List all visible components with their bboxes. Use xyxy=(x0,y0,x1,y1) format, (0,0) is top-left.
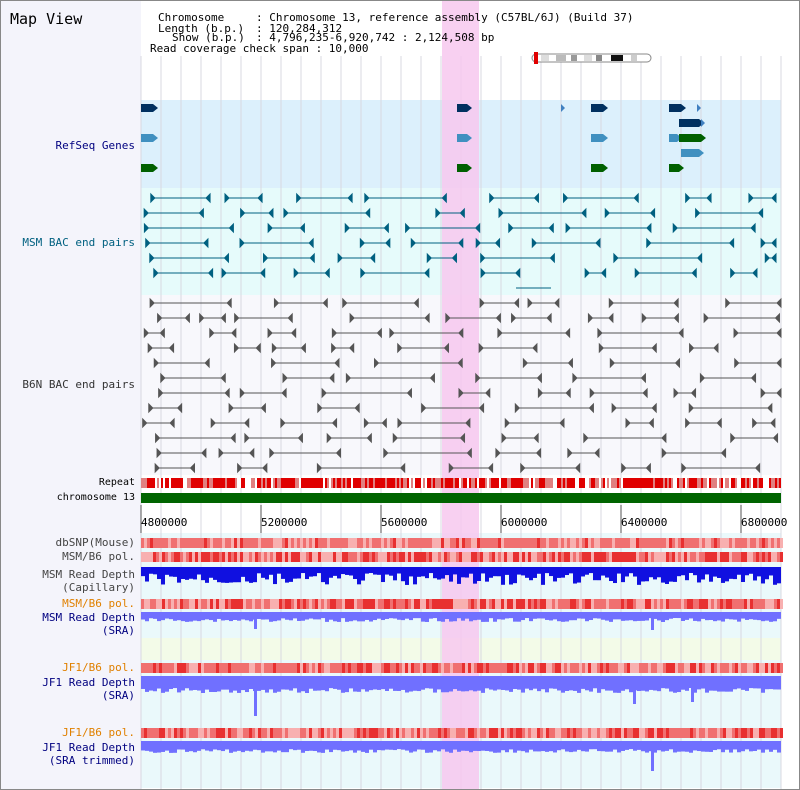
refseq-gene-tick xyxy=(561,104,565,112)
jf1-b6-pol-trimmed-heat-track xyxy=(141,728,783,738)
b6n-bac-end-pairs-label[interactable]: B6N BAC end pairs xyxy=(22,378,135,391)
refseq-gene xyxy=(141,134,158,142)
msm-read-depth-capillary-label[interactable]: MSM Read Depth xyxy=(42,568,135,581)
page-title: Map View xyxy=(10,10,83,28)
length-value: : 120,284,312 xyxy=(256,22,343,35)
refseq-gene xyxy=(457,164,472,172)
refseq-gene xyxy=(457,104,472,112)
jf1-read-depth-trimmed-sublabel: (SRA trimmed) xyxy=(48,754,135,767)
axis-tick-label: 4800000 xyxy=(141,516,187,529)
refseq-gene xyxy=(591,104,608,112)
show-key: Show (b.p.) xyxy=(172,31,245,44)
refseq-gene xyxy=(679,119,704,127)
dbsnp-heat-track xyxy=(141,538,783,548)
msm-bac-end-pairs-label[interactable]: MSM BAC end pairs xyxy=(22,236,135,249)
refseq-gene xyxy=(669,134,682,142)
axis-tick-label: 6800000 xyxy=(741,516,787,529)
jf1-b6-pol-heat-track xyxy=(141,663,783,673)
chromosome-value: : Chromosome 13, reference assembly (C57… xyxy=(256,11,634,24)
jf1-read-depth-trimmed-label[interactable]: JF1 Read Depth xyxy=(42,741,135,754)
jf1-read-depth-trimmed-track xyxy=(141,741,781,771)
b6n-bac-end-pair xyxy=(142,297,782,474)
refseq-gene xyxy=(679,134,706,142)
jf1-read-depth-sra-track xyxy=(141,676,781,716)
msm-b6-pol-sra-label[interactable]: MSM/B6 pol. xyxy=(62,597,135,610)
refseq-gene-tick xyxy=(701,119,705,127)
track-label-panel xyxy=(1,1,141,789)
refseq-gene xyxy=(141,104,158,112)
refseq-gene xyxy=(591,134,608,142)
chromosome-ideogram xyxy=(531,52,652,64)
jf1-b6-pol-label[interactable]: JF1/B6 pol. xyxy=(62,661,135,674)
msm-read-depth-capillary-track xyxy=(141,567,781,585)
axis-tick-label: 5200000 xyxy=(261,516,307,529)
chromosome-key: Chromosome xyxy=(158,11,225,24)
axis-tick-label: 6000000 xyxy=(501,516,547,529)
jf1-b6-pol-trimmed-label[interactable]: JF1/B6 pol. xyxy=(62,726,135,739)
coverage-span-line: Read coverage check span : 10,000 xyxy=(150,42,369,55)
msm-read-depth-sra-label[interactable]: MSM Read Depth xyxy=(42,611,135,624)
jf1-read-depth-sra-sublabel: (SRA) xyxy=(101,689,135,702)
msm-bac-end-pair xyxy=(143,192,777,279)
refseq-gene xyxy=(591,164,608,172)
dbsnp-label[interactable]: dbSNP(Mouse) xyxy=(55,536,135,549)
length-key: Length (b.p.) xyxy=(158,22,245,35)
refseq-gene-tick xyxy=(697,104,701,112)
msm-read-depth-sra-track xyxy=(141,612,781,630)
msm-b6-pol-sra-heat-track xyxy=(141,599,783,609)
refseq-gene xyxy=(141,164,158,172)
axis-tick-label: 5600000 xyxy=(381,516,427,529)
refseq-gene xyxy=(681,149,704,157)
msm-read-depth-sra-sublabel: (SRA) xyxy=(101,624,135,637)
refseq-genes-label[interactable]: RefSeq Genes xyxy=(55,139,135,152)
jf1-read-depth-sra-label[interactable]: JF1 Read Depth xyxy=(42,676,135,689)
refseq-gene xyxy=(457,134,472,142)
show-value: : 4,796,235-6,920,742 : 2,124,508 bp xyxy=(256,31,495,44)
msm-b6-pol-heat-track xyxy=(141,552,783,562)
ideogram-position-marker xyxy=(534,52,538,64)
repeat-track xyxy=(141,478,781,488)
msm-b6-pol-label[interactable]: MSM/B6 pol. xyxy=(62,550,135,563)
repeat-label: Repeat xyxy=(98,477,135,488)
refseq-gene xyxy=(669,164,684,172)
msm-read-depth-capillary-sublabel: (Capillary) xyxy=(62,581,135,594)
chromosome-bar xyxy=(141,493,781,503)
refseq-gene xyxy=(669,104,686,112)
chromosome-label: chromosome 13 xyxy=(56,492,135,503)
axis-tick-label: 6400000 xyxy=(621,516,667,529)
